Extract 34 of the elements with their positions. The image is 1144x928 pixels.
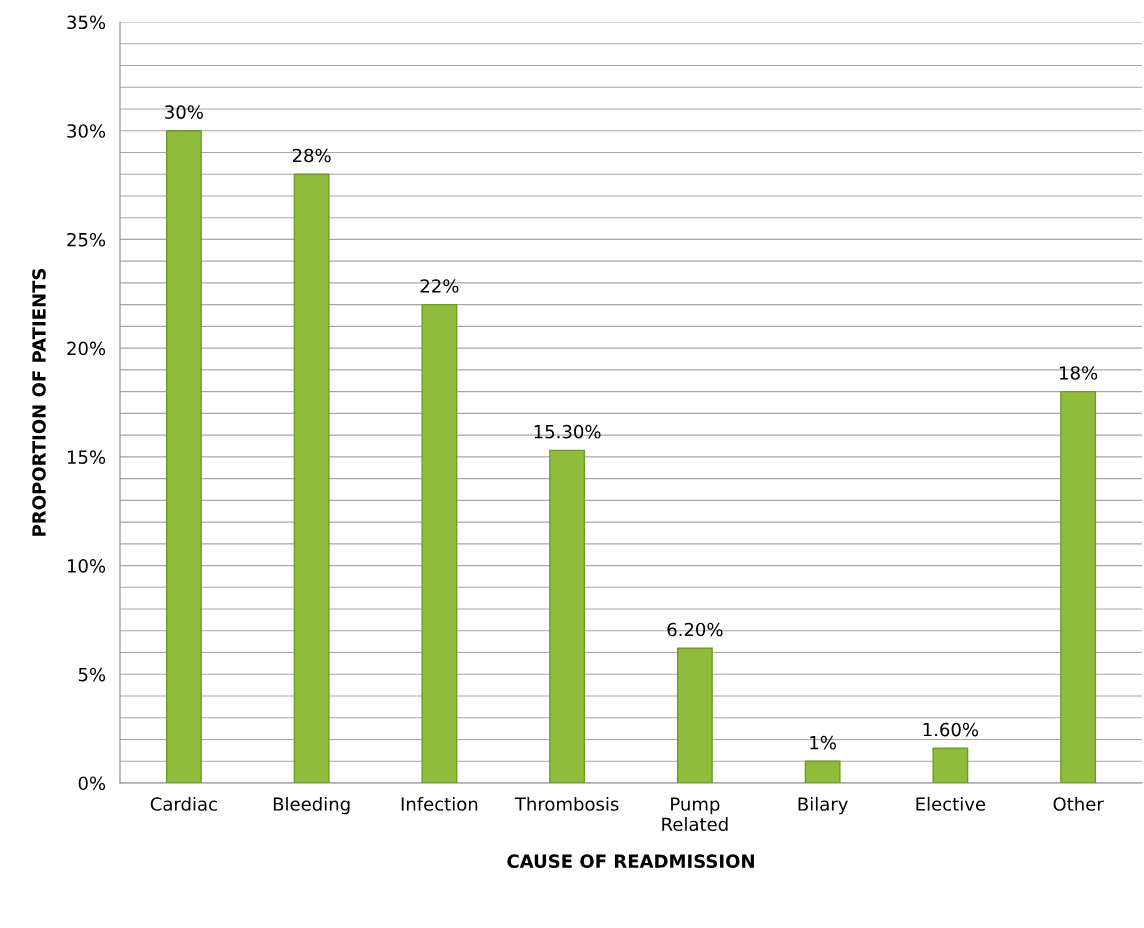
bar	[676, 647, 713, 783]
data-label: 28%	[292, 148, 331, 163]
x-tick-label: Bilary	[798, 796, 848, 815]
y-tick-label: 25%	[67, 232, 106, 247]
bar	[1060, 390, 1097, 783]
bar	[932, 747, 969, 783]
data-label: 30%	[165, 105, 203, 119]
x-tick-label: Pump Related	[662, 797, 728, 832]
y-tick-label: 0%	[78, 776, 106, 791]
x-tick-label: Elective	[916, 796, 986, 811]
y-axis-title: PROPORTION OF PATIENTS	[32, 268, 46, 536]
bar	[293, 173, 330, 783]
y-tick-label: 15%	[67, 450, 106, 464]
data-label: 18%	[1060, 366, 1098, 380]
y-tick-label: 5%	[78, 667, 106, 682]
x-tick-label: Cardiac	[150, 796, 217, 811]
x-tick-label: Thrombosis	[514, 796, 619, 811]
data-label: 1%	[810, 735, 836, 750]
data-label: 1.60%	[923, 722, 979, 737]
y-tick-label: 35%	[67, 15, 106, 30]
x-axis-title: CAUSE OF READMISSION	[507, 854, 754, 868]
bar	[165, 130, 202, 783]
bar	[549, 449, 586, 783]
data-label: 15.30%	[534, 424, 601, 439]
x-tick-label: Other	[1053, 796, 1104, 811]
x-tick-label: Infection	[401, 796, 478, 811]
data-label: 22%	[420, 279, 459, 293]
y-tick-label: 10%	[67, 559, 106, 573]
bar	[804, 760, 841, 783]
data-label: 6.20%	[667, 622, 723, 637]
y-tick-label: 20%	[67, 341, 106, 356]
bar	[421, 303, 458, 783]
y-tick-label: 30%	[67, 124, 106, 138]
x-tick-label: Bleeding	[273, 796, 350, 815]
